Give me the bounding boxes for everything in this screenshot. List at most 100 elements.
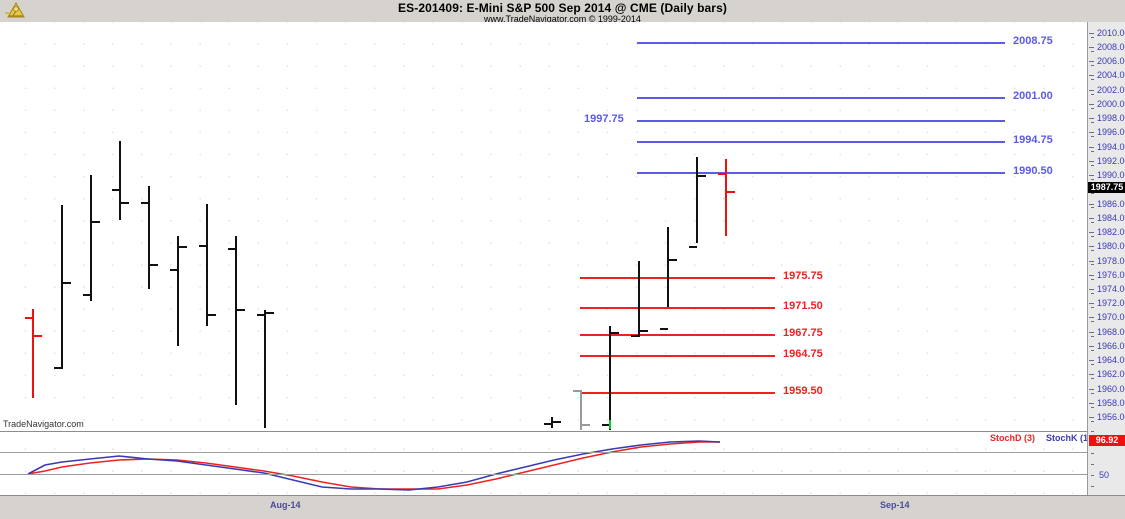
ohlc-open-tick [199,244,207,247]
support-level-label: 1959.50 [783,385,823,398]
resistance-level-line[interactable] [637,171,1005,174]
ohlc-open-tick [228,248,236,251]
price-tick-mark [1089,317,1094,319]
price-tick-label: 1982.00 [1097,227,1125,238]
current-price-badge: 1987.75 [1088,182,1125,193]
support-level-label: 1967.75 [783,326,823,339]
price-tick-mark-minor [1091,292,1094,294]
price-tick-label: 1992.00 [1097,155,1125,166]
price-tick-mark-minor [1091,378,1094,380]
sextant-icon [3,1,29,21]
price-tick-mark [1089,289,1094,291]
ohlc-close-tick [237,308,245,311]
ohlc-open-tick [257,313,265,316]
ohlc-open-tick [170,269,178,272]
price-tick-mark-minor [1091,421,1094,423]
price-tick-mark-minor [1091,335,1094,337]
ohlc-open-tick [544,422,552,425]
ohlc-close-tick [266,312,274,315]
price-tick-mark [1089,374,1094,376]
resistance-level-line[interactable] [637,41,1005,44]
price-tick-label: 1962.00 [1097,369,1125,380]
ohlc-bar [725,159,727,236]
price-tick-mark-minor [1091,36,1094,38]
price-tick-mark-minor [1091,207,1094,209]
ohlc-close-tick [63,281,71,284]
price-tick-label: 2000.00 [1097,98,1125,109]
ohlc-bar-highlight [609,420,611,430]
ohlc-bar [264,310,266,428]
price-tick-mark-minor [1091,122,1094,124]
price-axis[interactable]: 2010.00 2008.00 2006.00 2004.00 2002.00 2000.… [1087,22,1125,495]
ohlc-bar [32,308,34,398]
support-level-line[interactable] [580,392,775,395]
watermark: TradeNavigator.com [3,419,84,429]
indicator-mid-gridline [0,474,1087,475]
ohlc-close-tick [553,420,561,423]
support-level-line[interactable] [580,354,775,357]
chart-header: ES-201409: E-Mini S&P 500 Sep 2014 @ CME… [0,0,1125,24]
price-tick-mark-minor [1091,307,1094,309]
price-tick-mark [1089,32,1094,34]
ohlc-open-tick [25,317,33,320]
price-tick-label: 2010.00 [1097,27,1125,38]
price-tick-mark-minor [1091,349,1094,351]
price-tick-mark [1089,217,1094,219]
stochastic-pane[interactable]: StochD (3) StochK (14,3) [0,431,1088,496]
support-level-line[interactable] [580,276,775,279]
price-tick-mark [1089,360,1094,362]
stochk-legend: StochK (14,3) [1046,433,1088,443]
price-tick-label: 1960.00 [1097,383,1125,394]
support-level-label: 1971.50 [783,299,823,312]
ohlc-open-tick [573,390,581,393]
price-tick-mark-minor [1091,264,1094,266]
price-tick-label: 1980.00 [1097,241,1125,252]
stochastic-value-badge: 96.92 [1089,435,1125,446]
ohlc-close-tick [611,331,619,334]
price-chart-pane[interactable]: 2008.75 2001.00 1997.75 1994.75 1990.50 1975.… [0,22,1088,430]
ohlc-bar [206,203,208,327]
price-tick-mark [1089,160,1094,162]
support-level-line[interactable] [580,333,775,336]
price-tick-mark-minor [1091,221,1094,223]
ohlc-open-tick [112,189,120,192]
price-tick-mark [1089,61,1094,63]
ohlc-close-tick [34,335,42,338]
ohlc-open-tick [141,201,149,204]
price-tick-mark-minor [1091,93,1094,95]
price-tick-mark [1089,331,1094,333]
ohlc-bar [609,326,611,430]
price-tick-label: 1996.00 [1097,127,1125,138]
price-tick-mark-minor [1091,107,1094,109]
indicator-tick-mark [1091,431,1094,432]
price-tick-mark-minor [1091,150,1094,152]
price-tick-mark [1089,75,1094,77]
ohlc-close-tick [582,424,590,427]
price-tick-label: 1970.00 [1097,312,1125,323]
ohlc-open-tick [54,367,62,370]
resistance-level-line[interactable] [637,141,1005,144]
price-tick-mark [1089,417,1094,419]
date-axis[interactable]: Aug-14 Sep-14 [0,495,1125,519]
price-tick-mark [1089,46,1094,48]
price-tick-mark [1089,89,1094,91]
price-tick-label: 1976.00 [1097,269,1125,280]
ohlc-bar [580,390,582,430]
resistance-level-line[interactable] [637,96,1005,99]
price-tick-label: 1958.00 [1097,397,1125,408]
ohlc-bar [61,205,63,370]
price-tick-label: 2006.00 [1097,56,1125,67]
indicator-tick-mark [1091,453,1094,454]
ohlc-bar [235,235,237,405]
price-tick-mark-minor [1091,278,1094,280]
ohlc-close-tick [121,201,129,204]
price-tick-label: 1956.00 [1097,412,1125,423]
price-tick-mark-minor [1091,250,1094,252]
ohlc-open-tick [83,294,91,297]
indicator-midline-label: 50 [1099,470,1110,480]
price-tick-mark-minor [1091,364,1094,366]
support-level-line[interactable] [580,306,775,309]
ohlc-open-tick [660,328,668,331]
resistance-level-line[interactable] [637,119,1005,122]
ohlc-bar [551,417,553,428]
